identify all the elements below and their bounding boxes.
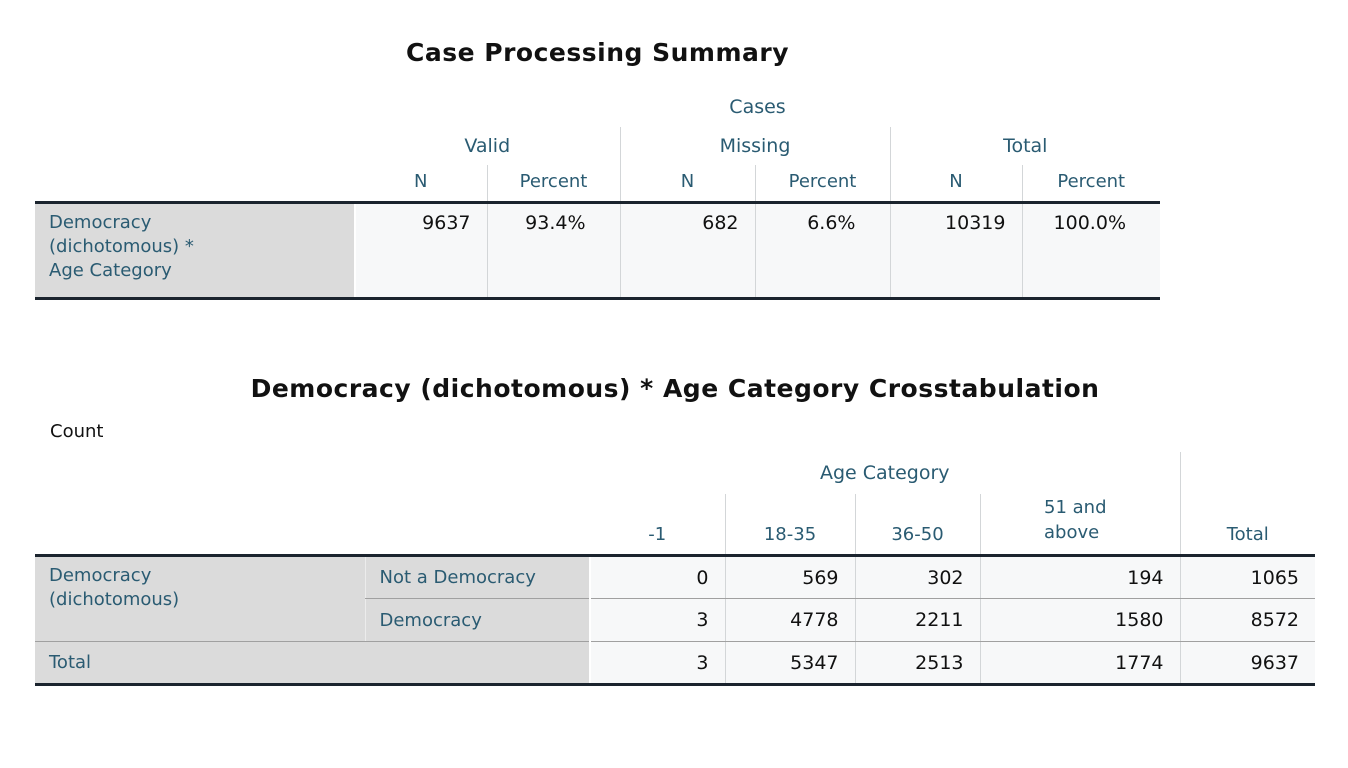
cell-value: 1580: [979, 598, 1180, 642]
col-header-51-above: 51 and above: [979, 493, 1180, 557]
missing-n-value: 682: [619, 202, 755, 300]
table-row: Total 3 5347 2513 1774 9637: [35, 641, 1315, 686]
cell-value: 302: [854, 555, 980, 599]
total-percent-header: Percent: [1021, 165, 1160, 204]
count-label: Count: [50, 420, 104, 442]
missing-percent-header: Percent: [754, 165, 890, 204]
valid-percent-header: Percent: [486, 165, 620, 204]
header-corner-cell: [35, 127, 355, 165]
missing-n-header: N: [619, 165, 755, 204]
case-summary-title: Case Processing Summary: [406, 38, 789, 67]
col-header-total: Total: [1179, 493, 1315, 557]
col-header-36-50: 36-50: [854, 493, 980, 557]
cases-spanner-row: Cases: [35, 87, 1160, 127]
table-row: Democracy 3 4778 2211 1580 8572: [35, 598, 1315, 642]
crosstabulation-section: Democracy (dichotomous) * Age Category C…: [35, 373, 1315, 686]
missing-percent-value: 6.6%: [754, 202, 890, 300]
missing-group-header: Missing: [619, 127, 890, 165]
row-label-not-a-democracy: Not a Democracy: [364, 555, 590, 599]
cell-value: 194: [979, 555, 1180, 599]
crosstab-title: Democracy (dichotomous) * Age Category C…: [250, 373, 1100, 403]
total-group-header: Total: [889, 127, 1160, 165]
age-category-spanner-row: Age Category: [35, 451, 1315, 494]
valid-group-header: Valid: [464, 135, 511, 157]
column-header-row: -1 18-35 36-50 51 and above Total: [35, 493, 1315, 557]
subheader-row: N Percent N Percent N Percent: [35, 165, 1160, 204]
cell-value: 1065: [1179, 555, 1315, 599]
group-header-row: Valid Missing Total: [35, 127, 1160, 165]
table-row: Democracy (dichotomous) * Age Category 9…: [35, 202, 1160, 300]
total-n-header: N: [889, 165, 1022, 204]
row-label-democracy: Democracy: [364, 598, 590, 642]
cell-value: 4778: [724, 598, 855, 642]
total-column-header-spacer: [1179, 451, 1315, 494]
total-percent-value: 100.0%: [1021, 202, 1160, 300]
cell-value: 2211: [854, 598, 980, 642]
cell-value: 3: [589, 598, 725, 642]
header-corner-cell: [35, 451, 590, 494]
header-corner-cell: [35, 87, 355, 127]
col-header-18-35: 18-35: [724, 493, 855, 557]
cell-value: 8572: [1179, 598, 1315, 642]
col-header-neg1: -1: [590, 493, 725, 557]
header-corner-cell: [35, 493, 590, 557]
cell-value: 2513: [854, 641, 980, 686]
age-category-spanner-label: Age Category: [819, 461, 950, 484]
cell-value: 5347: [724, 641, 855, 686]
valid-percent-value: 93.4%: [486, 202, 620, 300]
valid-n-header: N: [355, 165, 487, 204]
header-corner-cell: [35, 165, 355, 204]
valid-n-value: 9637: [354, 202, 487, 300]
case-processing-summary-table: Cases Valid Missing Total N Percent N Pe…: [35, 87, 1160, 300]
cell-value: 569: [724, 555, 855, 599]
case-processing-summary-section: Case Processing Summary Cases Valid Miss…: [35, 38, 1160, 300]
table-row: Democracy (dichotomous) Not a Democracy …: [35, 555, 1315, 642]
cell-value: 1774: [979, 641, 1180, 686]
cell-value: 3: [589, 641, 725, 686]
case-summary-row-label: Democracy (dichotomous) * Age Category: [35, 202, 355, 300]
total-row-label: Total: [35, 641, 590, 686]
total-n-value: 10319: [889, 202, 1022, 300]
cell-value: 0: [589, 555, 725, 599]
cell-value: 9637: [1179, 641, 1315, 686]
row-group-label: Democracy (dichotomous): [35, 555, 365, 642]
crosstabulation-table: Age Category -1 18-35 36-50 51 and above…: [35, 451, 1315, 686]
cases-spanner-label: Cases: [729, 96, 786, 118]
